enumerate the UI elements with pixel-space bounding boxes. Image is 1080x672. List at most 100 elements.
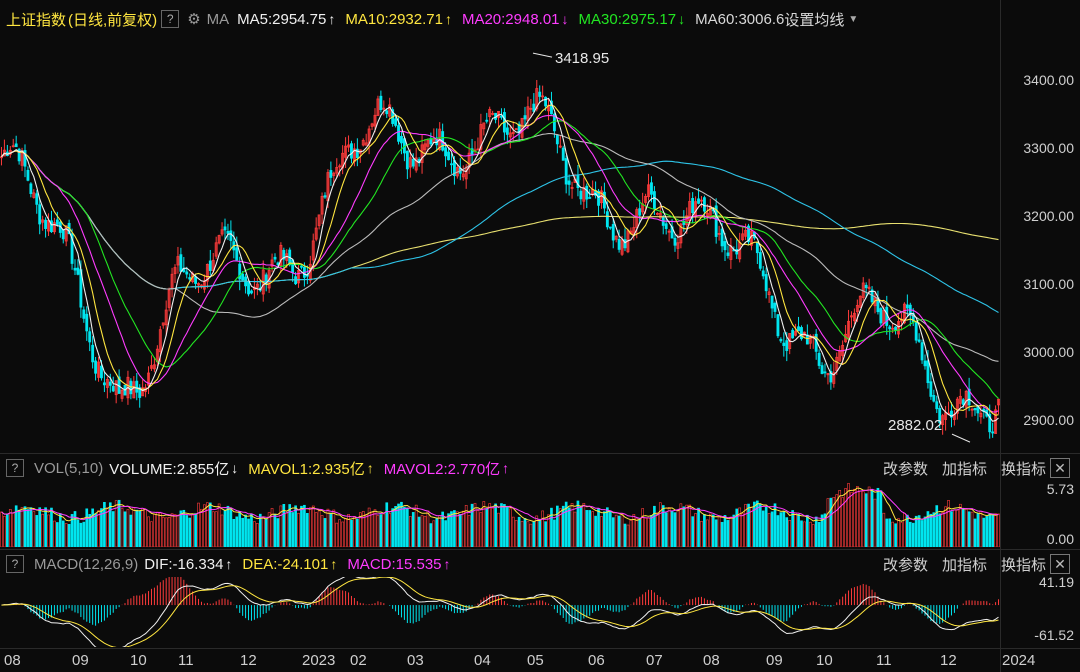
vol-change-params-link[interactable]: 改参数 (882, 460, 928, 478)
candle-body (188, 277, 192, 280)
chevron-down-icon[interactable]: ▼ (848, 13, 859, 25)
volume-bar (197, 502, 200, 548)
candle-body (447, 151, 450, 161)
candle-body (450, 163, 453, 166)
candle-body (647, 184, 650, 198)
volume-bar (914, 515, 918, 548)
volume-bar (294, 505, 297, 548)
x-tick: 09 (766, 652, 783, 669)
candle-body (829, 371, 833, 383)
volume-bar (185, 515, 189, 548)
candle-body (488, 108, 492, 118)
candle-body (917, 339, 921, 342)
volume-bar (608, 510, 612, 548)
volume-bar (747, 503, 750, 548)
macd-links: 改参数 加指标 换指标 (869, 551, 1046, 577)
macd-arrow-icon: ↑ (443, 556, 451, 572)
macd-help-button[interactable]: ? (6, 555, 24, 573)
volume-bar (379, 514, 383, 548)
ma5-line (1, 97, 999, 422)
volume-bar (406, 507, 409, 548)
candle-body (508, 132, 512, 138)
volume-bar (479, 512, 483, 548)
candle-body (529, 107, 533, 110)
volume-bar (356, 518, 359, 548)
vol-label[interactable]: VOL(5,10) (34, 459, 104, 477)
volume-bar (141, 508, 144, 548)
macd-switch-indicator-link[interactable]: 换指标 (1000, 556, 1046, 574)
volume-bar (120, 508, 124, 548)
volume-bar (288, 504, 292, 548)
ma250-line (1, 150, 999, 290)
candle-body (544, 96, 548, 107)
macd-chart[interactable] (0, 572, 1000, 652)
volume-bar (885, 518, 889, 548)
candle-body (923, 360, 927, 367)
candle-body (76, 267, 80, 275)
candle-body (532, 103, 536, 112)
volume-bar (803, 521, 806, 548)
candle-body (205, 264, 209, 282)
volume-chart[interactable] (0, 481, 1000, 548)
ma120-line (1, 150, 999, 313)
index-title[interactable]: 上证指数 (6, 11, 67, 29)
candle-body (782, 342, 786, 346)
x-tick: 11 (876, 652, 892, 669)
volume-bar (650, 515, 653, 548)
volume-bar (720, 521, 724, 548)
volume-bar (920, 520, 924, 548)
vol-switch-indicator-link[interactable]: 换指标 (1000, 460, 1046, 478)
volume-bar (61, 520, 65, 548)
volume-bar (911, 522, 915, 548)
candle-body (914, 322, 918, 341)
price-chart[interactable]: 3418.95 2882.02 (0, 34, 1000, 452)
macd-change-params-link[interactable]: 改参数 (882, 556, 928, 574)
macd-close-icon[interactable]: ✕ (1050, 554, 1070, 574)
vol-close-icon[interactable]: ✕ (1050, 458, 1070, 478)
candle-body (702, 197, 706, 212)
volume-bar (614, 514, 618, 548)
volume-bar (364, 514, 368, 548)
macd-add-indicator-link[interactable]: 加指标 (941, 556, 987, 574)
candle-body (744, 229, 748, 237)
macd-label[interactable]: MACD(12,26,9) (34, 555, 139, 573)
volume-bar (217, 503, 221, 548)
vol-help-button[interactable]: ? (6, 459, 24, 477)
volume-bar (329, 512, 333, 548)
volume-bar (826, 498, 830, 548)
help-button[interactable]: ? (161, 10, 180, 28)
candle-body (650, 182, 653, 195)
candle-body (11, 145, 15, 148)
price-axis: 3400.00 3300.00 3200.00 3100.00 3000.00 … (1000, 34, 1080, 452)
volume-bar (303, 504, 306, 548)
x-tick: 02 (350, 652, 367, 669)
candle-body (935, 401, 939, 410)
volume-bar (414, 504, 418, 548)
volume-bar (861, 491, 865, 548)
ma10-value: MA10:2932.71 (345, 10, 443, 28)
gear-icon[interactable]: ⚙ (187, 11, 201, 28)
candle-body (614, 235, 618, 240)
candle-body (850, 315, 853, 318)
volume-bar (523, 518, 527, 548)
candle-body (320, 195, 324, 215)
x-tick: 03 (407, 652, 424, 669)
candle-body (932, 395, 936, 402)
candle-body (779, 338, 783, 342)
candle-body (411, 158, 415, 167)
volume-bar (158, 512, 162, 548)
vol-links: 改参数 加指标 换指标 (869, 455, 1046, 481)
candle-body (41, 219, 45, 223)
volume-bar (8, 509, 12, 548)
ma-settings-button[interactable]: 设置均线 (784, 11, 845, 29)
vol-add-indicator-link[interactable]: 加指标 (941, 460, 987, 478)
volume-bar (276, 518, 280, 548)
volume-bar (438, 515, 442, 548)
volume-bar (891, 521, 894, 548)
volume-bar (667, 507, 671, 548)
volume-bar (167, 516, 171, 548)
volume-bar (779, 512, 783, 548)
volume-bar (503, 504, 506, 548)
candle-body (682, 220, 686, 225)
candle-body (967, 388, 971, 406)
